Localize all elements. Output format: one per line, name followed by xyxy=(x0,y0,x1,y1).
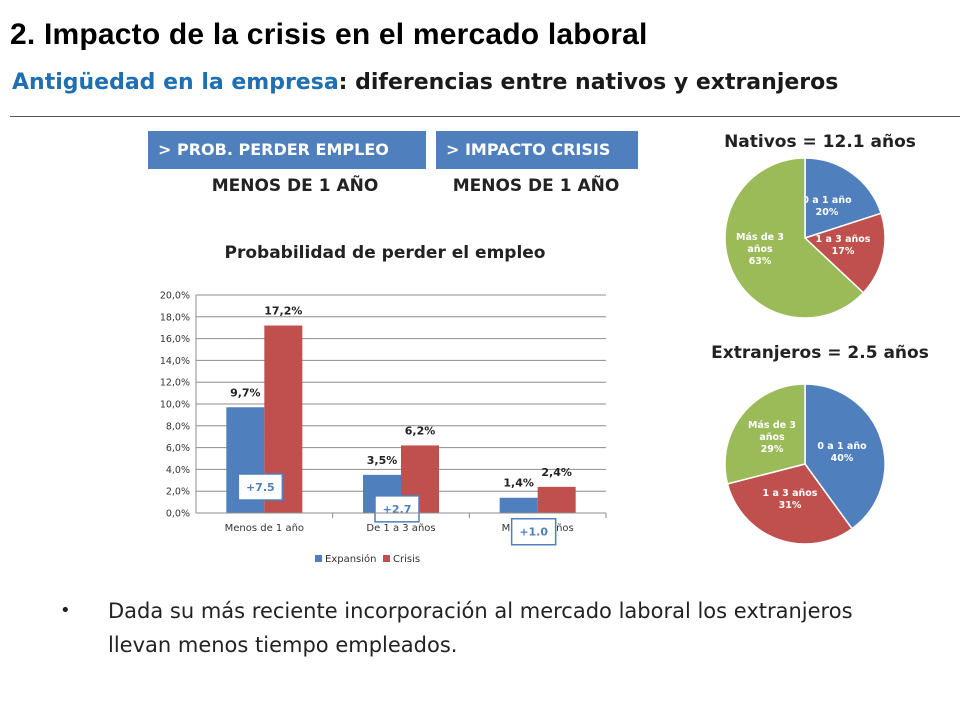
difference-box xyxy=(510,517,557,546)
pie-slice-label: 20% xyxy=(816,207,839,218)
title-divider xyxy=(10,116,960,117)
subtitle-accent: Antigüedad en la empresa xyxy=(12,70,339,95)
y-tick-label: 2,0% xyxy=(166,487,190,498)
data-label: 9,7% xyxy=(230,386,261,399)
pie-slice-label: 1 a 3 años xyxy=(816,234,871,245)
data-label: 1,4% xyxy=(503,477,534,490)
legend-swatch xyxy=(383,555,390,562)
bullet-text: Dada su más reciente incorporación al me… xyxy=(108,599,853,657)
y-tick-label: 14,0% xyxy=(160,356,190,367)
pie-slice xyxy=(803,212,886,294)
y-tick-label: 16,0% xyxy=(160,334,190,345)
data-label: 3,5% xyxy=(367,454,398,467)
bar-chart: Probabilidad de perder el empleo 0,0% 2,0%… xyxy=(160,243,607,565)
subtitle-rest: : diferencias entre nativos y extranjero… xyxy=(338,70,839,95)
y-tick-label: 6,0% xyxy=(166,443,190,454)
difference-label: +1.0 xyxy=(519,526,548,539)
y-tick-label: 0,0% xyxy=(166,509,190,520)
pie-slice xyxy=(804,157,883,240)
data-label: 17,2% xyxy=(264,305,302,318)
pie-slice-label: 31% xyxy=(779,500,802,511)
pie-slice-label: 40% xyxy=(831,453,854,464)
pie-slice-label: Más de 3 xyxy=(748,420,796,431)
bar-crisis xyxy=(537,486,576,513)
page-title: 2. Impacto de la crisis en el mercado la… xyxy=(10,18,648,51)
y-tick-label: 8,0% xyxy=(166,421,190,432)
difference-label: +7.5 xyxy=(246,481,275,494)
pie-title: Extranjeros = 2.5 años xyxy=(711,343,929,363)
legend-swatch xyxy=(315,555,322,562)
pie-slice-label: años xyxy=(759,432,785,443)
badge-prob-sublabel: MENOS DE 1 AÑO xyxy=(211,176,379,196)
pie-slice-label: 0 a 1 año xyxy=(802,195,852,206)
difference-label: +2.7 xyxy=(383,503,412,516)
difference-box xyxy=(237,473,284,501)
y-tick-label: 4,0% xyxy=(166,465,190,476)
x-tick-label: Menos de 1 año xyxy=(225,523,304,534)
pie-slice-label: 17% xyxy=(832,246,855,257)
legend-label: Expansión xyxy=(325,553,377,565)
y-tick-label: 20,0% xyxy=(160,291,190,302)
x-tick-label: De 1 a 3 años xyxy=(366,523,435,534)
pie-slice xyxy=(724,383,806,485)
pie-slice-label: 0 a 1 año xyxy=(817,441,867,452)
pie-slice-label: Más de 3 xyxy=(736,232,784,243)
data-label: 2,4% xyxy=(541,466,572,479)
badge-prob-perder-empleo: > PROB. PERDER EMPLEO xyxy=(148,131,426,169)
data-label: 6,2% xyxy=(405,424,436,437)
pie-slice xyxy=(804,383,886,530)
bar-expansion xyxy=(499,497,538,513)
pie-slice-label: años xyxy=(747,244,773,255)
bullet-dot: • xyxy=(60,600,71,621)
pie-slice-label: 63% xyxy=(749,256,772,267)
chart-title: Probabilidad de perder el empleo xyxy=(225,243,546,263)
y-tick-label: 10,0% xyxy=(160,400,190,411)
pie-slice-label: 29% xyxy=(761,444,784,455)
legend-label: Crisis xyxy=(393,554,420,565)
pie-slice xyxy=(724,157,865,319)
y-tick-label: 18,0% xyxy=(160,312,190,323)
page-subtitle: Antigüedad en la empresa: diferencias en… xyxy=(12,70,838,95)
difference-box xyxy=(374,495,420,523)
y-tick-label: 12,0% xyxy=(160,378,190,389)
badge-impacto-sublabel: MENOS DE 1 AÑO xyxy=(452,176,620,196)
pie-slice xyxy=(726,463,854,545)
badge-impacto-crisis: > IMPACTO CRISIS xyxy=(436,131,638,169)
pie-title: Nativos = 12.1 años xyxy=(724,132,916,152)
pie-slice-label: 1 a 3 años xyxy=(763,488,818,499)
